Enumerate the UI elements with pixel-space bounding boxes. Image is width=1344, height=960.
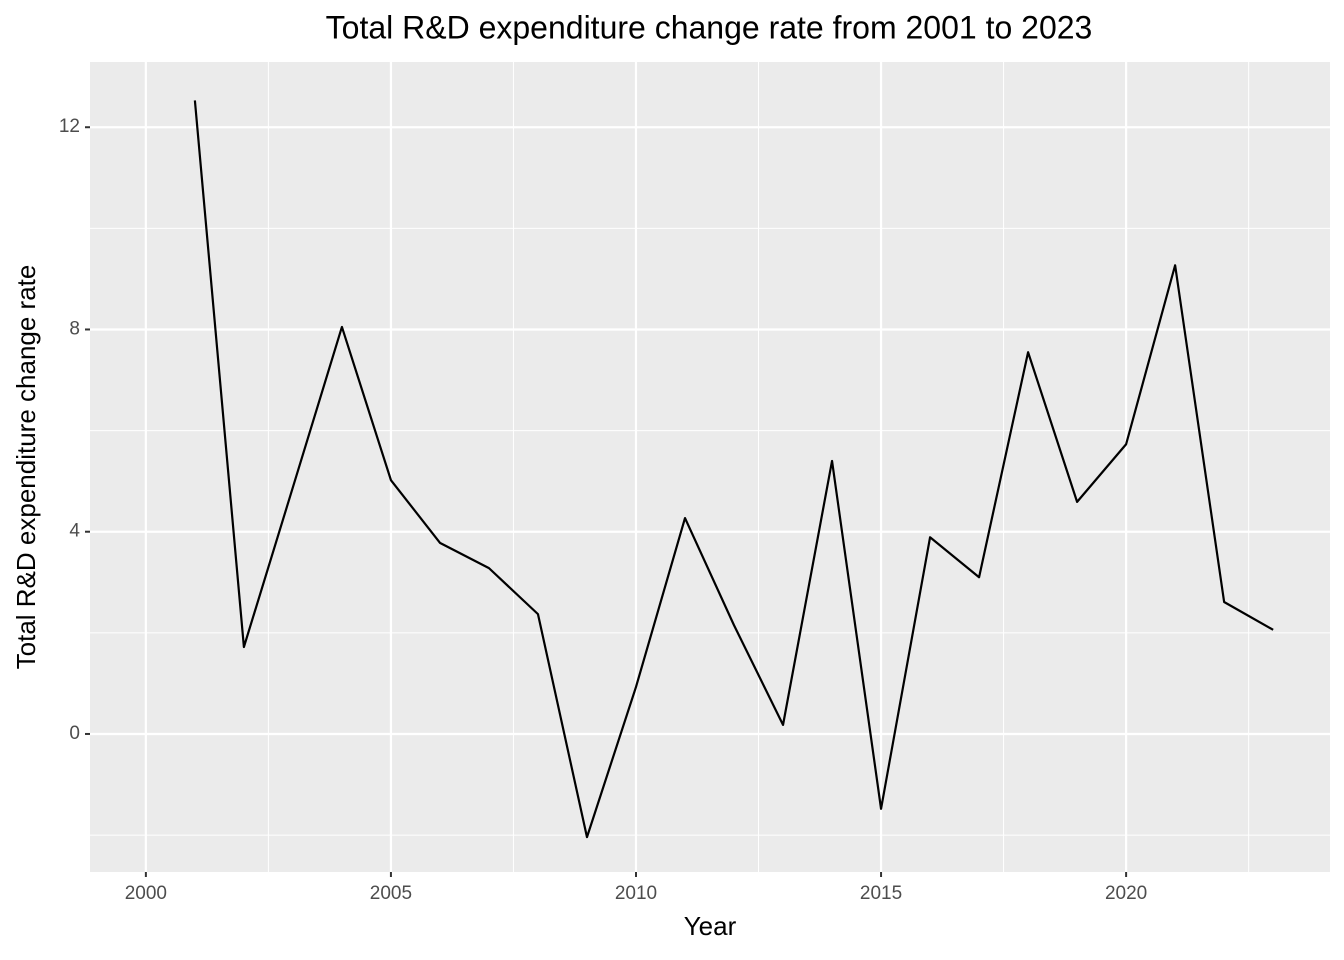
line [193,100,1274,839]
y-tick-label: 8 [69,318,80,339]
x-tick-label: 2015 [860,883,902,904]
x-tick-label: 2005 [370,883,412,904]
x-tick-label: 2000 [125,883,167,904]
y-tick-label: 0 [69,723,80,744]
y-tick-label: 4 [69,521,80,542]
y-axis-label: Total R&D expenditure change rate [11,265,41,670]
plot-panel [90,62,1330,872]
y-tick-label: 12 [59,116,80,137]
chart-title: Total R&D expenditure change rate from 2… [326,9,1093,45]
x-axis-label: Year [684,911,737,941]
x-tick-label: 2010 [615,883,657,904]
x-tick-label: 2020 [1105,883,1147,904]
